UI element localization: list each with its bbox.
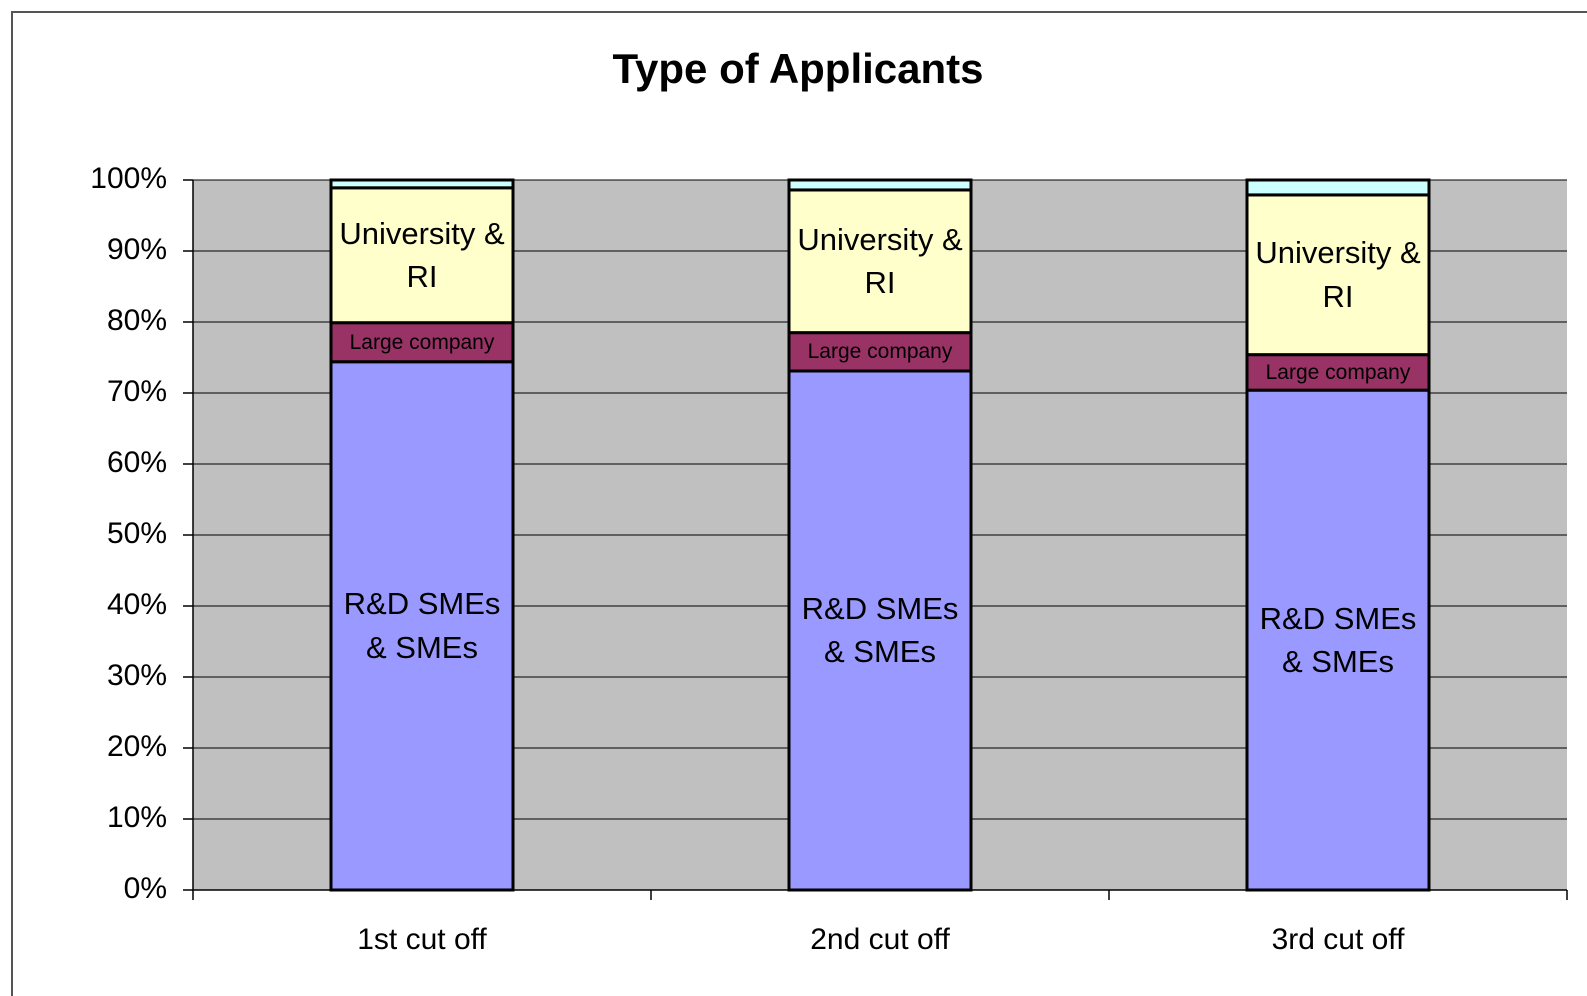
segment-label: R&D SMEs & SMEs: [343, 586, 501, 665]
bar-segment: [787, 178, 973, 192]
bar-segment: [329, 321, 515, 364]
x-tick-label: 3rd cut off: [1272, 923, 1406, 956]
y-tick-label: 30%: [107, 659, 167, 692]
y-tick-label: 20%: [107, 730, 167, 763]
bar-segment: [1245, 193, 1431, 357]
bar-segment: [787, 369, 973, 892]
segment-label: R&D SMEs & SMEs: [801, 591, 959, 670]
segment-label: University & RI: [339, 215, 505, 295]
x-tick-label: 2nd cut off: [810, 923, 950, 956]
y-tick-label: 80%: [107, 304, 167, 337]
bar-segment: [329, 178, 515, 190]
segment-label: R&D SMEs & SMEs: [1259, 600, 1417, 680]
segment-label: University & RI: [1255, 235, 1421, 314]
segment-label: University & RI: [797, 221, 963, 301]
y-tick-label: 50%: [107, 517, 167, 550]
y-tick-label: 40%: [107, 588, 167, 621]
bar-segment: [1245, 388, 1431, 892]
segment-label: Large company: [1265, 360, 1411, 384]
chart-title: Type of Applicants: [612, 45, 983, 92]
bar-segment: [329, 186, 515, 325]
bar-segment: [787, 331, 973, 373]
bar-segment: [329, 360, 515, 892]
y-tick-label: 60%: [107, 446, 167, 479]
segment-label: Large company: [349, 330, 495, 354]
y-tick-label: 0%: [124, 872, 167, 905]
bar-segment: [1245, 178, 1431, 197]
y-tick-label: 100%: [90, 162, 167, 195]
bar-segment: [787, 188, 973, 335]
x-tick-label: 1st cut off: [357, 923, 487, 956]
y-tick-label: 10%: [107, 801, 167, 834]
segment-label: Large company: [807, 340, 953, 364]
y-tick-label: 90%: [107, 233, 167, 266]
y-tick-label: 70%: [107, 375, 167, 408]
